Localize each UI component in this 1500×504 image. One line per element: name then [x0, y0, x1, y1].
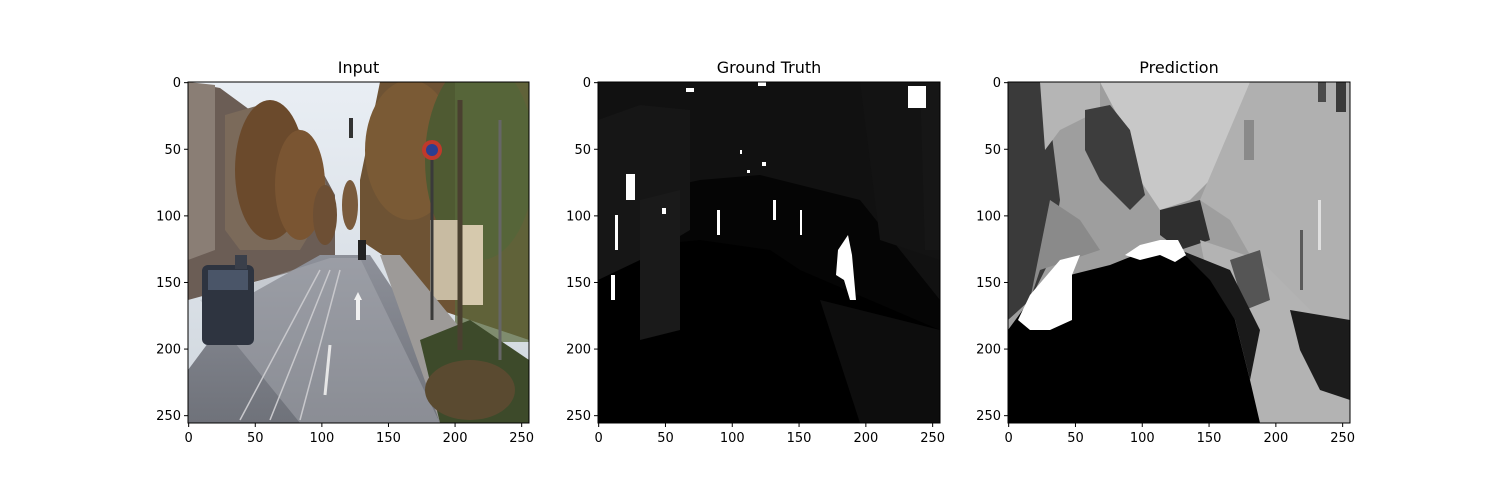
y-tick-label: 0 [993, 76, 1001, 91]
x-tick-label: 250 [920, 431, 945, 446]
panel-title-input: Input [338, 58, 379, 77]
y-tick-label: 250 [156, 409, 181, 424]
y-tick-label: 100 [566, 209, 591, 224]
y-tick-label: 250 [976, 409, 1001, 424]
panel-prediction: Prediction [976, 58, 1355, 446]
y-tick-label: 50 [574, 143, 591, 158]
x-tick-label: 0 [1005, 431, 1013, 446]
x-tick-label: 150 [787, 431, 812, 446]
y-tick-label: 200 [156, 343, 181, 358]
x-tick-label: 150 [376, 431, 401, 446]
y-tick-label: 50 [984, 143, 1001, 158]
x-tick-label: 200 [1263, 431, 1288, 446]
y-tick-label: 200 [976, 343, 1001, 358]
axes-ground-truth: 0 50 100 150 200 250 0 50 100 150 200 250 [566, 76, 945, 446]
y-tick-label: 0 [583, 76, 591, 91]
x-tick-label: 250 [509, 431, 534, 446]
panel-ground-truth: Ground Truth [566, 58, 945, 446]
x-tick-label: 100 [1130, 431, 1155, 446]
y-tick-label: 0 [173, 76, 181, 91]
y-tick-label: 150 [156, 276, 181, 291]
axes-frame-prediction [1007, 81, 1351, 424]
x-tick-label: 100 [720, 431, 745, 446]
axes-prediction: 0 50 100 150 200 250 0 50 100 150 200 250 [976, 76, 1355, 446]
axes-input: 0 50 100 150 200 250 0 50 100 150 200 250 [156, 76, 534, 446]
y-tick-label: 150 [976, 276, 1001, 291]
x-tick-label: 0 [595, 431, 603, 446]
axes-frame-input [187, 81, 530, 424]
x-tick-label: 200 [853, 431, 878, 446]
street-scene-photo [188, 82, 529, 423]
x-tick-label: 0 [185, 431, 193, 446]
x-tick-label: 50 [1067, 431, 1084, 446]
segmentation-prediction-map [1008, 82, 1350, 423]
x-tick-label: 200 [443, 431, 468, 446]
panel-title-prediction: Prediction [1139, 58, 1218, 77]
axes-frame-ground-truth [597, 81, 941, 424]
y-tick-label: 150 [566, 276, 591, 291]
panel-title-ground-truth: Ground Truth [717, 58, 822, 77]
x-tick-label: 250 [1330, 431, 1355, 446]
x-tick-label: 150 [1197, 431, 1222, 446]
panel-input: Input [156, 58, 534, 446]
y-tick-label: 50 [164, 143, 181, 158]
y-tick-label: 200 [566, 343, 591, 358]
x-tick-label: 50 [657, 431, 674, 446]
x-tick-label: 50 [247, 431, 264, 446]
x-tick-label: 100 [309, 431, 334, 446]
y-tick-label: 250 [566, 409, 591, 424]
depth-ground-truth-map [598, 82, 940, 423]
y-tick-label: 100 [156, 209, 181, 224]
y-tick-label: 100 [976, 209, 1001, 224]
